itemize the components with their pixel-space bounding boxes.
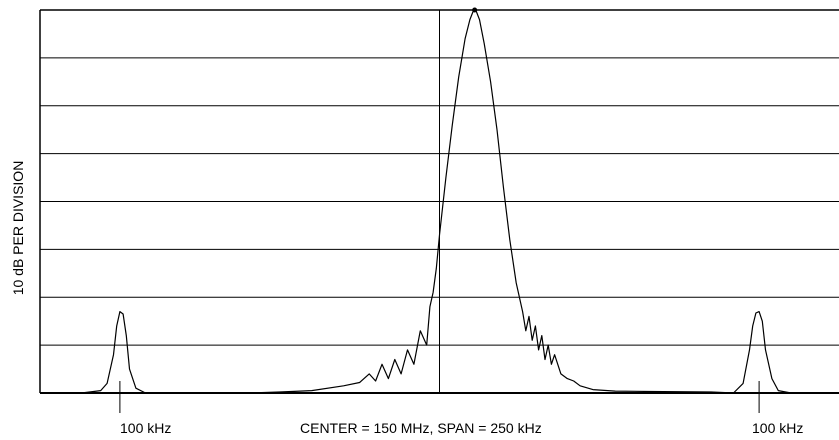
marker-label-left: 100 kHz: [120, 420, 172, 436]
marker-label-right: 100 kHz: [752, 420, 804, 436]
x-axis-label: CENTER = 150 MHz, SPAN = 250 kHz: [300, 420, 542, 436]
grid-lines: [40, 10, 839, 393]
plot-frame: [39, 9, 839, 413]
y-axis-label: 10 dB PER DIVISION: [10, 160, 26, 296]
